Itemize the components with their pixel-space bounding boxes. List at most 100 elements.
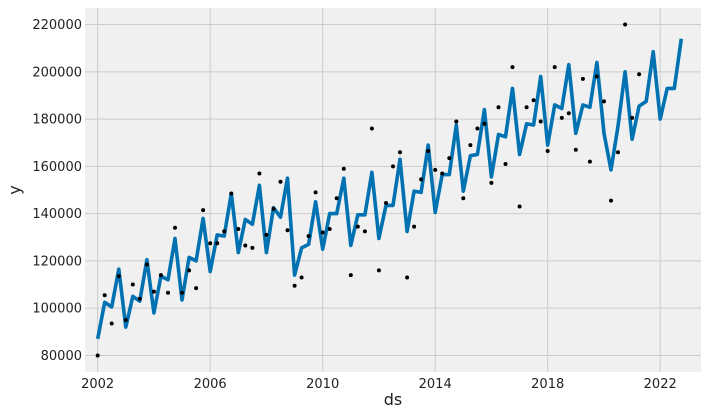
x-tick-label: 2018 — [531, 377, 564, 392]
observed-point — [496, 105, 501, 110]
observed-point — [559, 115, 564, 120]
observed-point — [130, 282, 135, 287]
observed-point — [580, 76, 585, 81]
x-axis-title: ds — [384, 390, 403, 409]
observed-point — [412, 224, 417, 229]
observed-point — [362, 229, 367, 234]
forecast-line — [95, 38, 684, 340]
observed-point — [341, 166, 346, 171]
observed-point — [426, 149, 431, 153]
observed-point — [166, 290, 170, 295]
observed-point — [222, 229, 227, 234]
observed-point — [531, 98, 536, 103]
plot-area — [85, 8, 701, 372]
observed-points — [95, 22, 642, 358]
observed-point — [313, 190, 318, 195]
observed-point — [320, 230, 325, 235]
observed-point — [594, 74, 599, 79]
observed-point — [602, 99, 606, 104]
observed-point — [123, 318, 128, 322]
observed-point — [285, 228, 290, 233]
x-tick-label: 2022 — [644, 377, 677, 392]
observed-point — [299, 275, 304, 280]
x-tick-labels: 2002 2006 2010 2014 2018 2022 — [81, 377, 677, 392]
observed-point — [187, 268, 192, 273]
observed-point — [334, 196, 339, 201]
observed-point — [517, 204, 522, 209]
observed-point — [545, 149, 550, 153]
observed-point — [271, 206, 276, 211]
y-tick-label: 80000 — [41, 349, 82, 364]
observed-point — [173, 225, 177, 230]
observed-point — [419, 177, 424, 182]
observed-point — [524, 105, 529, 110]
observed-point — [566, 111, 571, 116]
y-tick-label: 100000 — [32, 302, 82, 317]
observed-point — [158, 273, 163, 278]
observed-point — [440, 171, 445, 176]
observed-point — [391, 164, 395, 169]
observed-point — [609, 198, 613, 203]
y-axis-title: y — [5, 185, 24, 194]
observed-point — [306, 234, 311, 239]
y-tick-label: 160000 — [32, 160, 82, 175]
observed-point — [109, 321, 114, 326]
y-tick-label: 220000 — [32, 18, 82, 33]
y-tick-labels: 80000 100000 120000 140000 160000 180000 20000… — [32, 18, 82, 364]
observed-point — [384, 201, 388, 205]
observed-point — [587, 159, 592, 164]
observed-point — [616, 150, 620, 155]
observed-point — [405, 275, 410, 280]
observed-point — [257, 171, 262, 176]
y-tick-label: 200000 — [32, 65, 82, 80]
observed-point — [623, 22, 628, 27]
observed-point — [327, 227, 332, 231]
observed-point — [208, 241, 213, 246]
observed-point — [95, 353, 100, 358]
x-tick-label: 2010 — [306, 377, 339, 392]
observed-point — [461, 196, 466, 201]
observed-point — [573, 147, 578, 152]
observed-point — [398, 150, 402, 155]
observed-point — [229, 191, 234, 196]
observed-point — [538, 119, 543, 124]
y-tick-label: 140000 — [32, 207, 82, 222]
x-tick-label: 2002 — [81, 377, 114, 392]
observed-point — [278, 179, 283, 184]
observed-point — [194, 286, 199, 291]
observed-point — [201, 208, 206, 213]
observed-point — [348, 273, 353, 278]
observed-point — [243, 243, 248, 248]
observed-point — [552, 65, 557, 70]
observed-point — [137, 296, 142, 301]
observed-point — [369, 126, 374, 131]
observed-point — [433, 167, 438, 172]
observed-point — [355, 224, 360, 229]
y-tick-label: 120000 — [32, 254, 82, 269]
observed-point — [468, 143, 473, 148]
observed-point — [489, 180, 494, 185]
observed-point — [510, 65, 515, 70]
observed-point — [376, 268, 381, 273]
observed-point — [482, 121, 487, 126]
observed-point — [215, 241, 220, 246]
observed-point — [116, 274, 121, 279]
observed-point — [292, 283, 297, 288]
observed-point — [236, 227, 241, 231]
observed-point — [144, 262, 149, 267]
observed-point — [151, 289, 156, 294]
x-tick-label: 2014 — [419, 377, 452, 392]
observed-point — [447, 156, 452, 161]
observed-point — [630, 115, 635, 120]
observed-point — [102, 293, 107, 298]
observed-point — [454, 119, 459, 124]
observed-point — [180, 290, 184, 295]
y-tick-label: 180000 — [32, 113, 82, 128]
observed-point — [475, 126, 480, 131]
x-tick-label: 2006 — [194, 377, 227, 392]
observed-point — [637, 72, 642, 77]
observed-point — [264, 232, 269, 237]
observed-point — [250, 245, 255, 250]
